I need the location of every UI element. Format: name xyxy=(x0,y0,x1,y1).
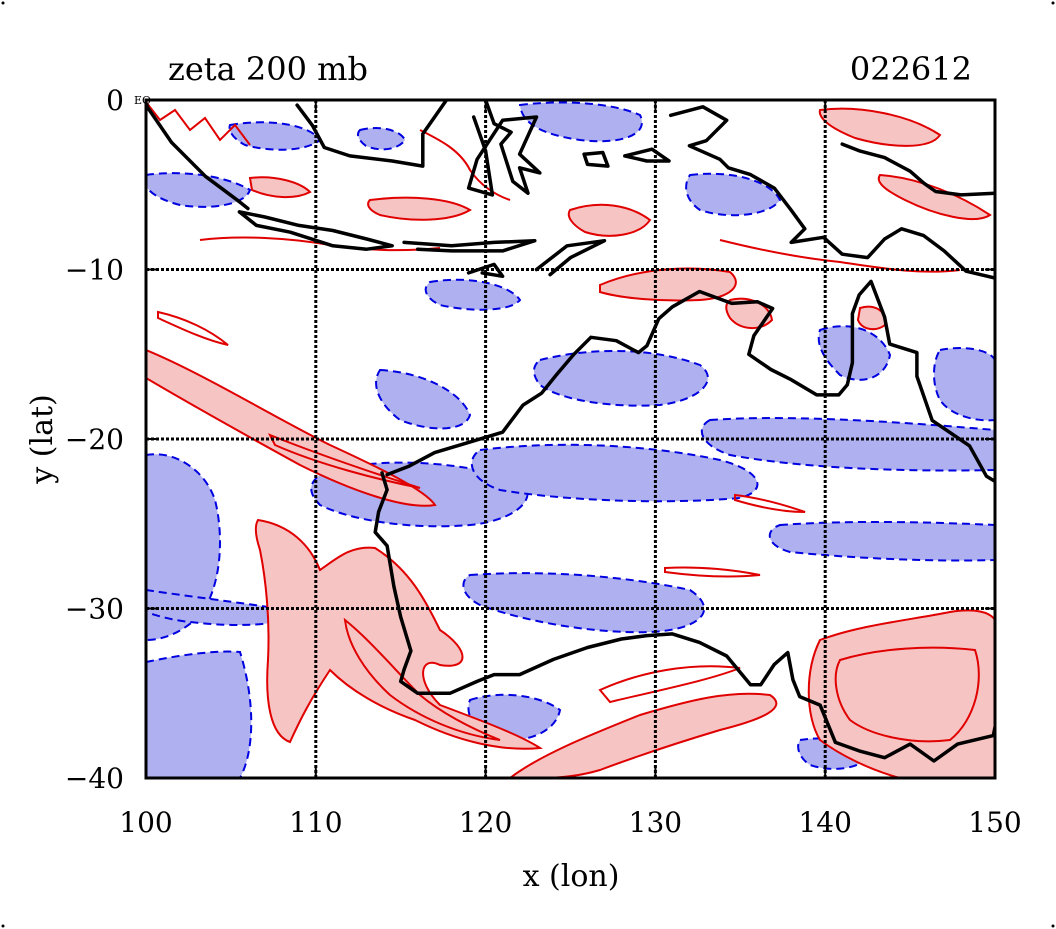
positive-region xyxy=(343,617,501,741)
y-tick-label: −10 xyxy=(65,254,124,287)
y-tick-label: −30 xyxy=(65,593,124,626)
positive-region xyxy=(157,310,229,346)
positive-region xyxy=(877,173,992,221)
negative-region xyxy=(518,101,643,143)
chart-date-label: 022612 xyxy=(850,50,972,88)
corner-marker-bottom-left xyxy=(1,924,5,928)
negative-region xyxy=(700,417,995,472)
equator-label: EQ xyxy=(134,94,151,107)
positive-region xyxy=(367,196,472,221)
positive-region xyxy=(254,518,543,750)
x-tick-label: 100 xyxy=(119,806,172,839)
chart-title: zeta 200 mb xyxy=(168,50,368,88)
plot-area xyxy=(146,100,995,837)
x-tick-label: 120 xyxy=(459,806,512,839)
coastline-segment xyxy=(466,100,542,197)
positive-region xyxy=(248,176,312,198)
positive-region xyxy=(267,433,421,489)
positive-region xyxy=(664,566,761,578)
negative-region xyxy=(228,121,322,151)
positive-region xyxy=(734,493,806,513)
coastline-segment xyxy=(402,238,537,253)
coastline-segment xyxy=(146,103,250,211)
corner-marker-top-right xyxy=(1051,1,1055,5)
gridlines xyxy=(146,100,995,778)
positive-region xyxy=(719,239,961,273)
positive-region xyxy=(818,107,942,147)
positive-region xyxy=(146,101,251,146)
positive-region xyxy=(834,646,980,743)
positive-vorticity-regions xyxy=(146,101,995,778)
coastline-segment xyxy=(840,142,995,197)
negative-region xyxy=(470,443,759,503)
coastline-segment xyxy=(385,279,995,484)
positive-region xyxy=(807,609,995,778)
x-tick-label: 130 xyxy=(629,806,682,839)
coastline-segment xyxy=(668,105,995,280)
x-tick-label: 110 xyxy=(289,806,342,839)
y-axis-ticks: 0 −10 −20 −30 −40 xyxy=(65,84,995,795)
positive-region xyxy=(146,348,437,507)
negative-region xyxy=(146,650,253,778)
negative-region xyxy=(685,172,782,217)
coastline-segment xyxy=(237,210,394,251)
negative-region xyxy=(424,278,522,311)
coastline-segment xyxy=(903,790,966,837)
coastlines xyxy=(146,100,995,837)
positive-region xyxy=(419,129,511,201)
negative-region xyxy=(533,349,709,407)
coastline-segment xyxy=(582,150,610,168)
x-axis-ticks: 100 110 120 130 140 150 xyxy=(119,100,1022,839)
coastline-segment xyxy=(534,238,607,277)
negative-region xyxy=(375,368,472,430)
negative-region xyxy=(357,127,407,151)
y-tick-label: −40 xyxy=(65,762,124,795)
coastline-segment xyxy=(623,147,671,163)
corner-marker-bottom-right xyxy=(1051,924,1055,928)
x-tick-label: 140 xyxy=(798,806,851,839)
coastline-segment xyxy=(295,100,449,168)
positive-region xyxy=(508,692,778,778)
x-axis-label: x (lon) xyxy=(523,859,620,894)
corner-marker-top-left xyxy=(1,1,5,5)
negative-region xyxy=(146,172,252,208)
coastline-segment xyxy=(373,471,995,763)
y-tick-label: 0 xyxy=(106,84,124,117)
negative-region xyxy=(462,572,705,634)
positive-region xyxy=(598,665,741,704)
x-tick-label: 150 xyxy=(968,806,1021,839)
y-axis-label: y (lat) xyxy=(25,394,60,484)
positive-region xyxy=(567,203,652,237)
negative-region xyxy=(933,347,995,422)
y-tick-label: −20 xyxy=(65,423,124,456)
